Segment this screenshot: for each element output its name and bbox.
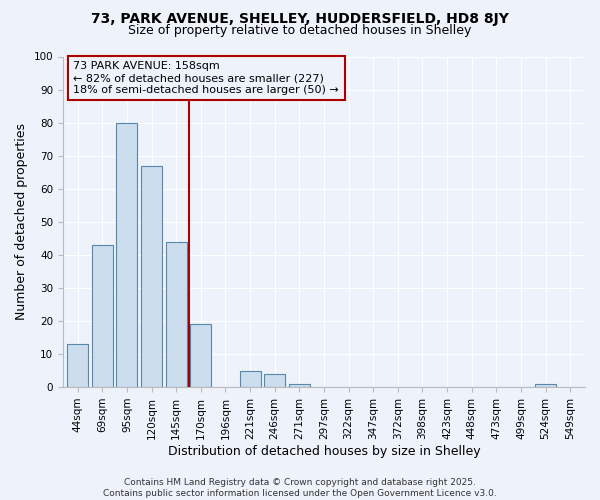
Text: 73 PARK AVENUE: 158sqm
← 82% of detached houses are smaller (227)
18% of semi-de: 73 PARK AVENUE: 158sqm ← 82% of detached… (73, 62, 339, 94)
Bar (166, 242, 187, 387)
Bar (239, 370, 260, 387)
Bar (264, 374, 285, 387)
Bar (141, 166, 162, 387)
Text: 73, PARK AVENUE, SHELLEY, HUDDERSFIELD, HD8 8JY: 73, PARK AVENUE, SHELLEY, HUDDERSFIELD, … (91, 12, 509, 26)
X-axis label: Distribution of detached houses by size in Shelley: Distribution of detached houses by size … (167, 444, 480, 458)
Bar (535, 384, 556, 387)
Bar (190, 324, 211, 387)
Bar (67, 344, 88, 387)
Bar (116, 122, 137, 387)
Bar (92, 245, 113, 387)
Bar (289, 384, 310, 387)
Text: Size of property relative to detached houses in Shelley: Size of property relative to detached ho… (128, 24, 472, 37)
Text: Contains HM Land Registry data © Crown copyright and database right 2025.
Contai: Contains HM Land Registry data © Crown c… (103, 478, 497, 498)
Y-axis label: Number of detached properties: Number of detached properties (15, 124, 28, 320)
